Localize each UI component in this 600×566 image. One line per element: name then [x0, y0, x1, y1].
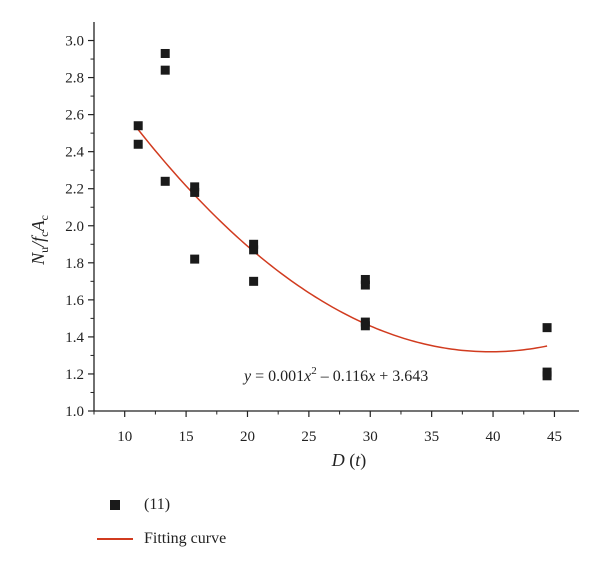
data-point	[249, 276, 259, 286]
y-tick-label: 1.0	[65, 404, 84, 420]
data-point	[249, 239, 259, 249]
data-point	[133, 139, 143, 149]
y-tick-label: 2.8	[65, 71, 84, 87]
axis-ticks	[88, 39, 556, 417]
data-point	[360, 321, 370, 331]
x-tick-label: 25	[301, 429, 316, 445]
y-tick-label: 1.2	[65, 367, 84, 383]
x-tick-label: 15	[179, 429, 194, 445]
fitting-curve	[137, 129, 548, 353]
data-point	[542, 323, 552, 333]
plot-frame	[93, 22, 579, 412]
y-axis-label: Nu/fcAc	[28, 215, 51, 266]
equation-annotation: y = 0.001x2 – 0.116x + 3.643	[242, 365, 428, 385]
data-points-layer	[133, 48, 552, 381]
y-tick-label: 2.2	[65, 182, 84, 198]
legend-item-fit: Fitting curve	[94, 526, 226, 552]
data-point	[190, 254, 200, 264]
x-tick-label: 40	[486, 429, 501, 445]
data-point	[360, 274, 370, 284]
data-point	[160, 48, 170, 58]
x-tick-label: 10	[117, 429, 132, 445]
legend-label-fit: Fitting curve	[144, 530, 227, 547]
data-point	[160, 65, 170, 75]
y-tick-label: 3.0	[65, 34, 84, 50]
y-tick-label: 2.4	[65, 145, 84, 161]
x-tick-label: 45	[547, 429, 562, 445]
x-axis-label: D (t)	[331, 450, 367, 471]
data-point	[249, 245, 259, 255]
legend-square-marker	[110, 500, 120, 510]
data-point	[190, 187, 200, 197]
data-point	[542, 371, 552, 381]
y-tick-label: 1.4	[65, 330, 84, 346]
y-tick-label: 1.8	[65, 256, 84, 272]
legend: (11) Fitting curve	[94, 492, 226, 560]
tick-labels: 10 15 20 25 30 35 40 45 1.0 1.2 1.4 1.6 1.8 2.0 2.2 2.4…	[65, 34, 562, 445]
y-tick-label: 2.0	[65, 219, 84, 235]
y-tick-label: 2.6	[65, 108, 84, 124]
x-tick-label: 20	[240, 429, 255, 445]
legend-label-data: (11)	[144, 496, 171, 513]
legend-line-marker	[97, 538, 133, 540]
y-tick-label: 1.6	[65, 293, 84, 309]
data-point	[190, 182, 200, 192]
data-point	[133, 121, 143, 131]
x-tick-label: 35	[424, 429, 439, 445]
legend-item-data: (11)	[94, 492, 226, 518]
data-point	[360, 280, 370, 290]
fitting-curve-layer	[137, 129, 548, 353]
x-tick-label: 30	[363, 429, 378, 445]
data-point	[160, 176, 170, 186]
